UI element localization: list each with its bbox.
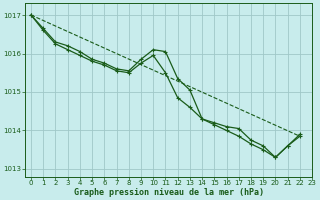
- X-axis label: Graphe pression niveau de la mer (hPa): Graphe pression niveau de la mer (hPa): [74, 188, 263, 197]
